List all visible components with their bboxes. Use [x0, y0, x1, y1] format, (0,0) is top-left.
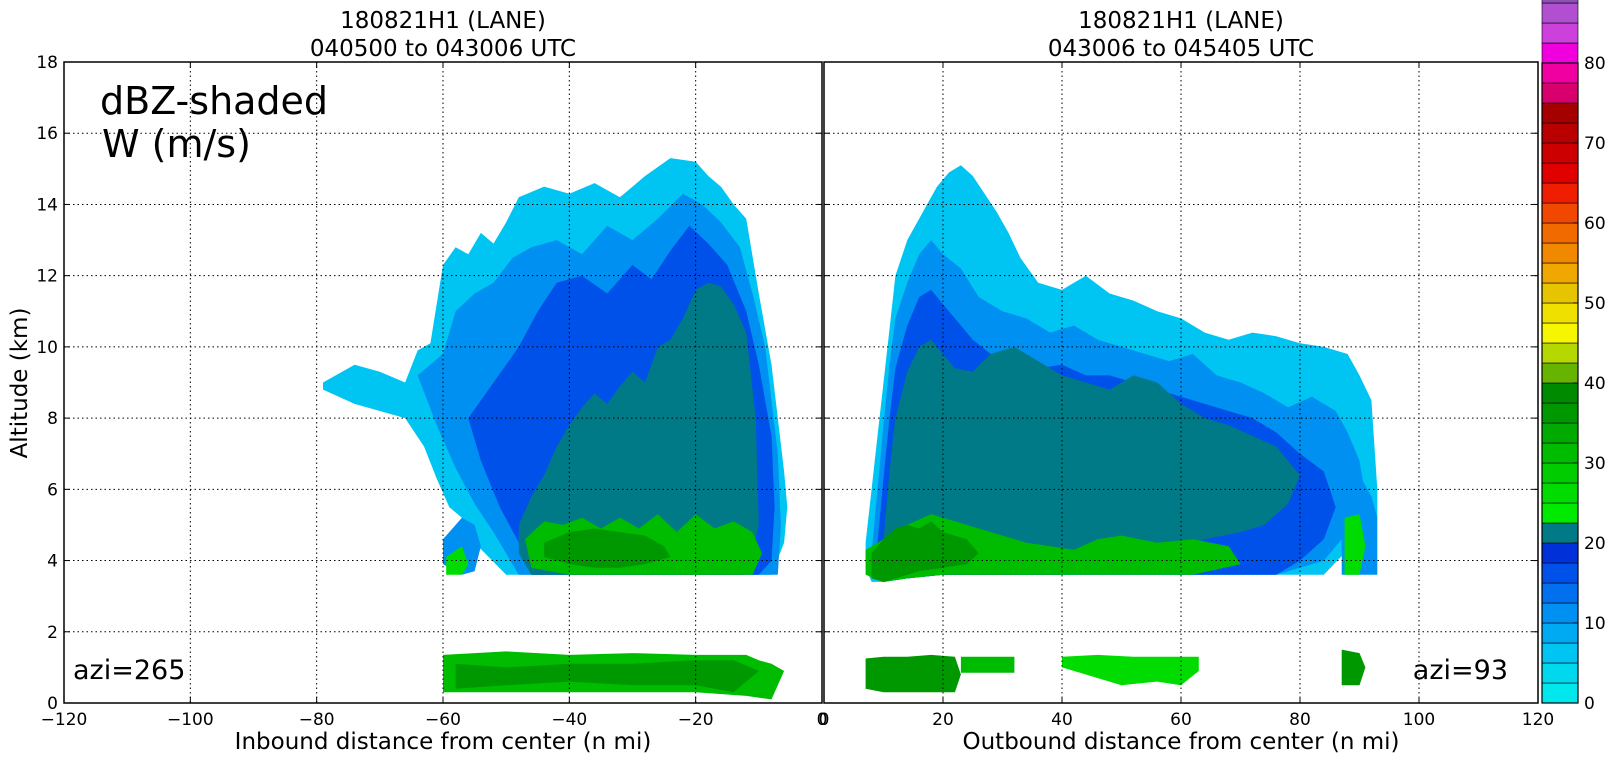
colorbar-tick-label: 50: [1584, 294, 1606, 314]
right-x-tick-label: 60: [1170, 710, 1192, 730]
colorbar-tick-label: 20: [1584, 534, 1606, 554]
y-tick-label: 12: [36, 267, 58, 287]
right-azimuth-label: azi=93: [1413, 655, 1508, 686]
colorbar-swatch: [1541, 82, 1579, 104]
colorbar-tick-label: 30: [1584, 454, 1606, 474]
right-echo-region-25dbz: [1344, 514, 1366, 575]
left-x-tick-label: −40: [551, 710, 587, 730]
colorbar-swatch: [1541, 262, 1579, 284]
y-axis-label: Altitude (km): [7, 308, 33, 459]
right-echo-region-25dbz: [1062, 654, 1199, 686]
colorbar: 0 10 20 30 40 50 60 70 80: [1541, 0, 1606, 714]
left-x-tick-label: −100: [167, 710, 214, 730]
colorbar-tick-label: 10: [1584, 614, 1606, 634]
y-tick-label: 18: [36, 53, 58, 73]
left-x-tick-label: −20: [678, 710, 714, 730]
colorbar-swatch: [1541, 402, 1579, 424]
right-x-tick-label: 80: [1289, 710, 1311, 730]
colorbar-tick-label: 70: [1584, 134, 1606, 154]
colorbar-swatch: [1541, 642, 1579, 664]
colorbar-swatch: [1541, 362, 1579, 384]
colorbar-tick-label: 60: [1584, 214, 1606, 234]
right-echo-region-20dbz: [883, 339, 1300, 579]
right-echo-region-35dbz: [871, 521, 979, 582]
left-title: 180821H1 (LANE): [340, 8, 546, 34]
colorbar-swatch: [1541, 582, 1579, 604]
right-x-axis-label: Outbound distance from center (n mi): [963, 729, 1400, 755]
colorbar-tick-label: 40: [1584, 374, 1606, 394]
colorbar-swatch: [1541, 2, 1579, 24]
colorbar-swatch: [1541, 462, 1579, 484]
colorbar-tick-label: 80: [1584, 54, 1606, 74]
colorbar-swatch: [1541, 562, 1579, 584]
right-panel: 0 20 40 60 80 100 120: [819, 61, 1554, 730]
colorbar-swatch: [1541, 122, 1579, 144]
colorbar-swatch: [1541, 182, 1579, 204]
colorbar-swatch: [1541, 422, 1579, 444]
left-x-axis-label: Inbound distance from center (n mi): [235, 729, 652, 755]
right-x-tick-label: 0: [819, 710, 830, 730]
colorbar-swatch: [1541, 202, 1579, 224]
left-echo-region-25dbz: [446, 546, 469, 575]
left-echo-region-20dbz: [518, 282, 759, 575]
left-x-tick-label: 0: [817, 710, 828, 730]
colorbar-swatch: [1541, 242, 1579, 264]
colorbar-tick-label: 0: [1584, 694, 1595, 714]
left-x-tick-label: −80: [299, 710, 335, 730]
right-x-tick-label: 20: [932, 710, 954, 730]
colorbar-swatch: [1541, 22, 1579, 44]
fields-annotation: dBZ-shaded: [100, 79, 328, 123]
colorbar-swatch: [1541, 302, 1579, 324]
right-x-tick-label: 100: [1403, 710, 1435, 730]
colorbar-swatch: [1541, 542, 1579, 564]
colorbar-swatch: [1541, 522, 1579, 544]
y-tick-label: 0: [47, 694, 58, 714]
colorbar-swatch: [1541, 162, 1579, 184]
y-tick-label: 6: [47, 480, 58, 500]
right-x-tick-label: 120: [1522, 710, 1554, 730]
left-x-tick-label: −120: [41, 710, 88, 730]
y-tick-label: 14: [36, 195, 58, 215]
right-x-tick-label: 40: [1051, 710, 1073, 730]
right-subtitle: 043006 to 045405 UTC: [1048, 36, 1314, 62]
right-reflectivity-field: [865, 165, 1378, 693]
colorbar-swatch: [1541, 0, 1579, 4]
colorbar-swatch: [1541, 222, 1579, 244]
y-tick-label: 10: [36, 338, 58, 358]
colorbar-swatch: [1541, 282, 1579, 304]
colorbar-swatch: [1541, 682, 1579, 704]
colorbar-swatch: [1541, 42, 1579, 64]
y-tick-label: 16: [36, 124, 58, 144]
right-title: 180821H1 (LANE): [1078, 8, 1284, 34]
contours-annotation: W (m/s): [102, 122, 251, 166]
y-tick-label: 8: [47, 409, 58, 429]
colorbar-swatch: [1541, 382, 1579, 404]
left-panel: −120 −100 −80 −60 −40 −20 0 0 2 4 6 8 10 12 14 16 18: [36, 53, 827, 730]
y-tick-label: 2: [47, 623, 58, 643]
left-azimuth-label: azi=265: [73, 655, 185, 686]
right-echo-region-35dbz: [1341, 649, 1366, 686]
colorbar-swatch: [1541, 662, 1579, 684]
right-grid: [824, 62, 1538, 703]
colorbar-swatch: [1541, 102, 1579, 124]
colorbar-swatch: [1541, 322, 1579, 344]
left-reflectivity-field: [323, 158, 788, 700]
y-tick-label: 4: [47, 552, 58, 572]
colorbar-swatch: [1541, 602, 1579, 624]
colorbar-swatch: [1541, 142, 1579, 164]
left-echo-region-35dbz: [455, 660, 759, 693]
left-x-tick-label: −60: [425, 710, 461, 730]
right-echo-region-35dbz: [865, 654, 961, 693]
colorbar-swatch: [1541, 482, 1579, 504]
right-echo-region-30dbz: [960, 656, 1015, 673]
colorbar-swatch: [1541, 442, 1579, 464]
colorbar-swatch: [1541, 622, 1579, 644]
left-grid: [64, 62, 822, 703]
colorbar-swatch: [1541, 342, 1579, 364]
left-subtitle: 040500 to 043006 UTC: [310, 36, 576, 62]
colorbar-swatch: [1541, 62, 1579, 84]
colorbar-swatch: [1541, 502, 1579, 524]
left-echo-region-35dbz: [544, 528, 671, 568]
